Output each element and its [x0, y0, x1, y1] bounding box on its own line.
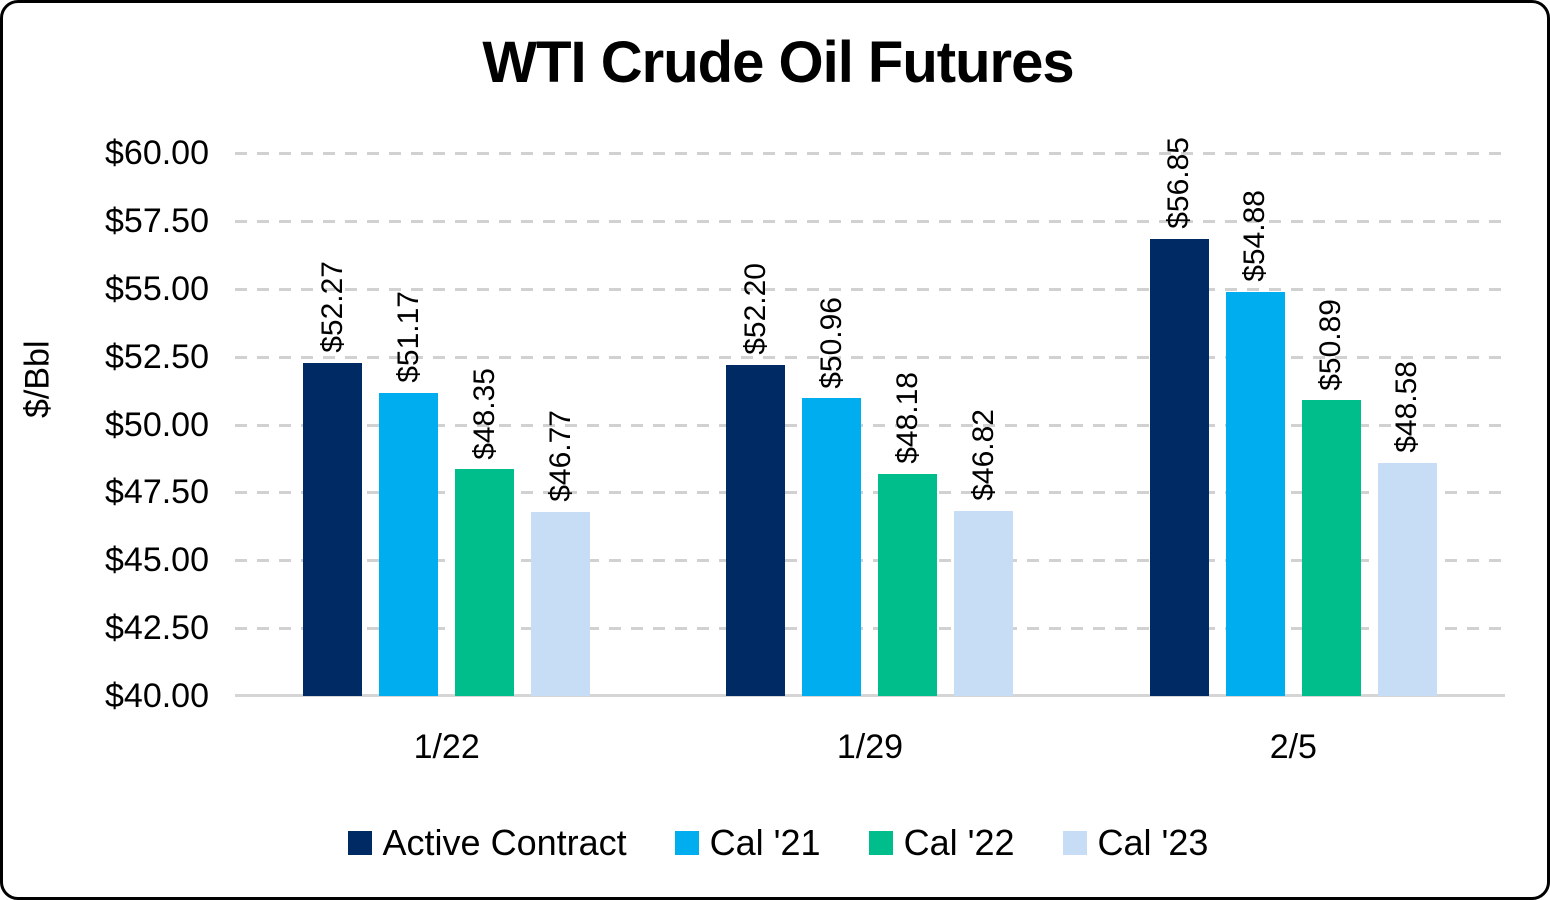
legend-label: Active Contract — [382, 822, 627, 863]
legend-item: Cal '22 — [868, 822, 1015, 864]
bar-value-label: $48.35 — [467, 367, 501, 460]
y-tick-label: $42.50 — [105, 609, 209, 648]
chart-title: WTI Crude Oil Futures — [482, 30, 1074, 95]
bar: $50.89 — [1301, 299, 1361, 696]
bar: $48.35 — [455, 368, 515, 696]
bar: $48.18 — [878, 372, 938, 696]
bar: $48.58 — [1377, 361, 1437, 696]
bar-value-label: $46.77 — [543, 410, 577, 503]
legend-label: Cal '21 — [709, 822, 821, 863]
x-axis-labels: 1/22 1/29 2/5 — [235, 726, 1505, 768]
legend-item: Cal '21 — [674, 822, 821, 864]
y-tick-label: $52.50 — [105, 337, 209, 376]
bar-value-label: $56.85 — [1162, 136, 1196, 229]
x-axis-line — [235, 694, 1505, 697]
bar-groups: $52.27 $51.17 $48.35 $46.77 $52.20 $50.96 $48.… — [235, 137, 1505, 696]
x-tick-label: 1/29 — [836, 728, 904, 766]
legend-label: Cal '23 — [1097, 822, 1209, 863]
legend-swatch — [868, 831, 893, 855]
y-axis-ticks: $60.00 $57.50 $55.00 $52.50 $50.00 $47.50 $45.… — [3, 134, 215, 715]
bar-group-1-22: $52.27 $51.17 $48.35 $46.77 — [235, 153, 658, 696]
bar-value-label: $46.82 — [966, 409, 1000, 501]
gridline — [235, 152, 1505, 155]
y-tick-label: $47.50 — [105, 473, 209, 512]
legend-swatch — [674, 831, 699, 855]
bar: $52.27 — [303, 261, 363, 696]
bar-value-label: $48.18 — [890, 372, 924, 464]
gridline — [235, 355, 1505, 359]
x-tick-label: 1/22 — [413, 728, 480, 766]
bar: $52.20 — [726, 263, 786, 696]
gridline — [235, 423, 1505, 427]
gridline — [235, 219, 1505, 223]
bar: $56.85 — [1149, 137, 1209, 696]
x-tick-label: 2/5 — [1269, 728, 1317, 766]
legend: Active Contract Cal '21 Cal '22 Cal '23 — [3, 821, 1547, 865]
bar-group-1-29: $52.20 $50.96 $48.18 $46.82 — [658, 153, 1081, 696]
legend-swatch — [347, 831, 372, 855]
bar-value-label: $48.58 — [1390, 361, 1424, 454]
legend-item: Cal '23 — [1062, 822, 1209, 864]
y-tick-label: $50.00 — [105, 405, 209, 444]
bar: $51.17 — [379, 291, 439, 696]
bar-group-2-5: $56.85 $54.88 $50.89 $48.58 — [1082, 137, 1505, 696]
bar-value-label: $52.27 — [315, 261, 349, 353]
gridline — [235, 559, 1505, 563]
plot-area: $52.27 $51.17 $48.35 $46.77 $52.20 $50.96 $48.… — [235, 137, 1505, 697]
bar: $54.88 — [1225, 190, 1285, 696]
gridline — [235, 491, 1505, 495]
legend-swatch — [1062, 831, 1087, 855]
bar-value-label: $52.20 — [738, 263, 772, 355]
y-tick-label: $60.00 — [105, 134, 209, 172]
gridline — [235, 627, 1505, 631]
gridline — [235, 287, 1505, 291]
legend-item: Active Contract — [347, 822, 627, 864]
y-tick-label: $57.50 — [105, 201, 209, 240]
bar: $50.96 — [802, 297, 862, 696]
y-tick-label: $55.00 — [105, 269, 209, 308]
y-tick-label: $45.00 — [105, 541, 209, 580]
bar-value-label: $50.96 — [814, 296, 848, 389]
legend-label: Cal '22 — [903, 822, 1015, 863]
bar-value-label: $51.17 — [391, 290, 425, 383]
y-tick-label: $40.00 — [105, 677, 209, 715]
bar: $46.82 — [954, 409, 1014, 696]
bar: $46.77 — [531, 410, 591, 696]
bar-value-label: $54.88 — [1238, 190, 1272, 283]
bar-value-label: $50.89 — [1314, 298, 1348, 391]
